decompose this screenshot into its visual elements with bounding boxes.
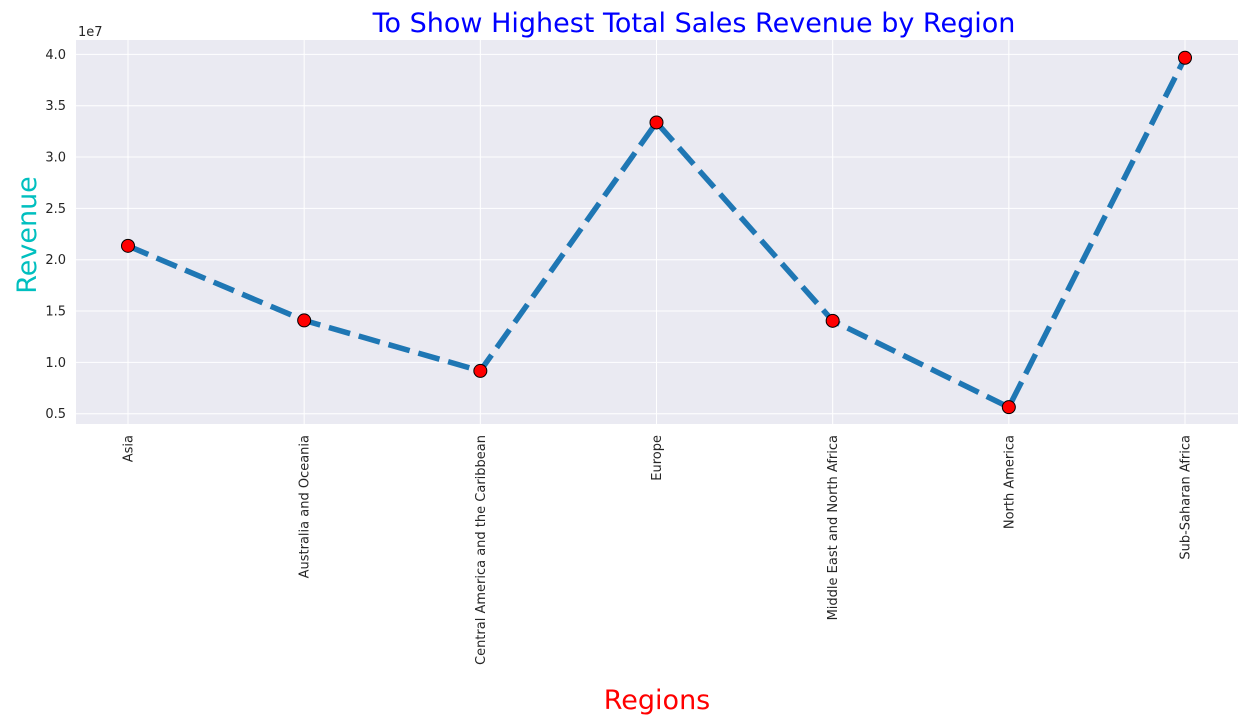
tick-labels: 0.5 1.0 1.5 2.0 2.5 3.0 3.5 4.0 Asia Australia an… [45,48,1193,665]
data-point [121,238,135,253]
data-point [1001,400,1016,415]
data-point [473,363,488,378]
x-tick-label: North America [1002,435,1017,529]
x-tick-label: Australia and Oceania [298,435,313,578]
y-tick-label: 2.5 [45,202,66,217]
data-point [649,115,664,130]
y-tick-label: 4.0 [45,48,66,63]
y-axis-label: Revenue [12,176,43,294]
x-axis-label: Regions [604,685,711,716]
y-tick-label: 0.5 [45,407,66,422]
y-tick-label: 3.0 [45,151,66,166]
x-tick-label: Middle East and North Africa [826,435,841,620]
grid-lines [76,40,1238,424]
y-tick-label: 2.0 [45,253,66,268]
data-point [297,313,312,328]
x-tick-label: Sub-Saharan Africa [1179,435,1194,560]
x-tick-label: Central America and the Caribbean [474,435,489,665]
y-tick-label: 1.0 [45,356,66,371]
chart-title: To Show Highest Total Sales Revenue by R… [372,8,1016,39]
y-axis-offset-label: 1e7 [78,25,103,40]
x-tick-label: Europe [650,435,665,481]
y-tick-label: 1.5 [45,305,66,320]
data-point [1178,50,1192,65]
y-tick-label: 3.5 [45,99,66,114]
x-tick-label: Asia [122,435,137,462]
data-points [121,50,1192,415]
data-point [825,313,840,328]
